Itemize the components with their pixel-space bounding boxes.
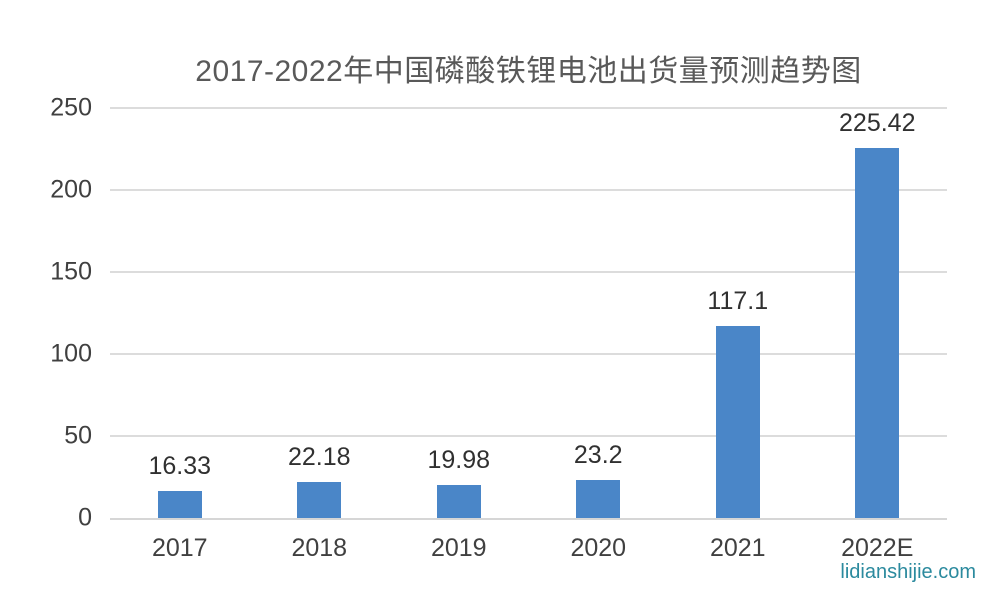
gridline	[110, 435, 947, 437]
x-axis-category-label: 2017	[151, 534, 208, 562]
bar	[436, 485, 481, 518]
bar-value-label: 22.18	[287, 442, 351, 471]
watermark-text: lidianshijie.com	[840, 561, 976, 583]
bar	[297, 481, 342, 518]
plot-area: 0 50 100 150 200 250 16.33 2017 22.18 2018 19.98 20…	[50, 94, 947, 562]
bar-value-label: 23.2	[573, 440, 623, 469]
gridline	[110, 353, 947, 355]
bar-value-label: 19.98	[427, 446, 491, 475]
x-axis-category-label: 2022E	[841, 534, 914, 562]
x-axis-category-label: 2019	[430, 534, 487, 562]
bar	[855, 148, 900, 518]
bar	[157, 491, 202, 518]
gridline	[110, 107, 947, 109]
y-axis-tick-label: 100	[50, 339, 92, 368]
x-axis-category-label: 2018	[291, 534, 348, 562]
chart-title: 2017-2022年中国磷酸铁锂电池出货量预测趋势图	[195, 55, 862, 88]
bar-value-label: 16.33	[148, 452, 212, 481]
y-axis-tick-label: 0	[78, 503, 92, 532]
gridline	[110, 271, 947, 273]
bar	[715, 325, 760, 518]
y-axis-tick-label: 250	[50, 93, 92, 122]
y-axis-tick-label: 50	[64, 421, 92, 450]
x-axis-category-label: 2021	[709, 534, 766, 562]
gridline	[110, 189, 947, 191]
y-axis-tick-label: 150	[50, 257, 92, 286]
bar-value-label: 225.42	[839, 109, 916, 138]
y-axis-tick-label: 200	[50, 175, 92, 204]
x-axis-category-label: 2020	[570, 534, 627, 562]
bar-value-label: 117.1	[707, 286, 769, 315]
bar	[576, 479, 621, 518]
